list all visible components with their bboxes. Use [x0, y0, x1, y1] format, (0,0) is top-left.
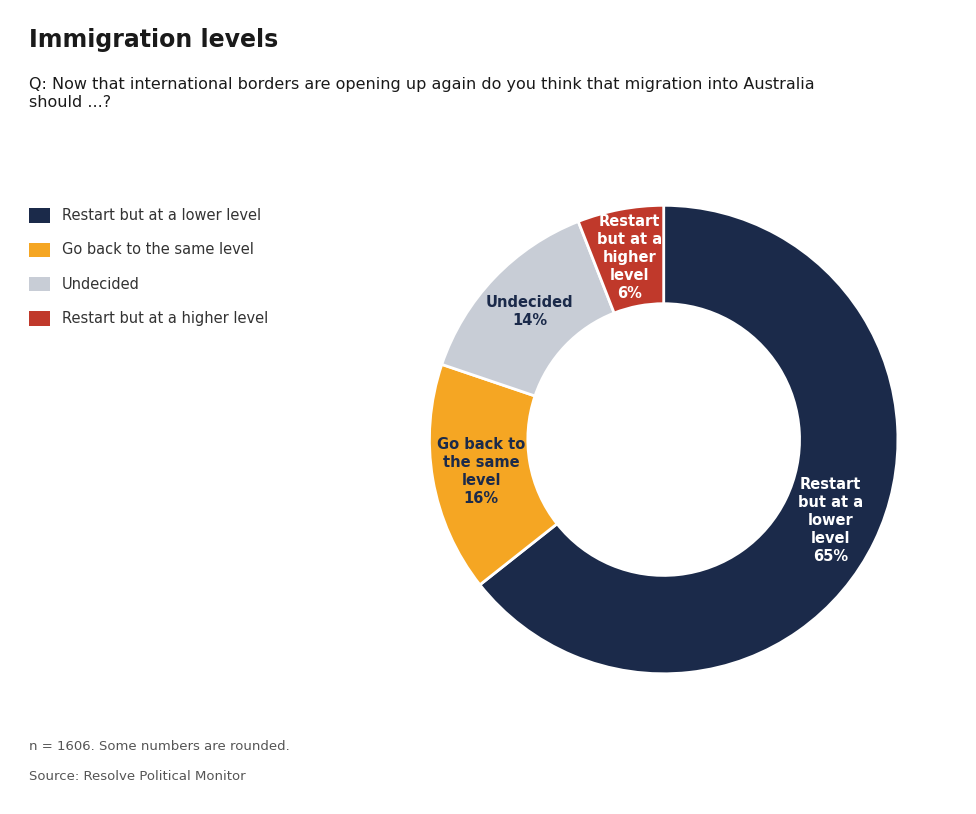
Wedge shape [442, 221, 614, 396]
Wedge shape [480, 205, 898, 674]
Wedge shape [578, 205, 664, 313]
Text: Restart but at a higher level: Restart but at a higher level [62, 311, 268, 326]
Text: Restart but at a lower level: Restart but at a lower level [62, 208, 262, 223]
Wedge shape [429, 365, 557, 584]
Text: n = 1606. Some numbers are rounded.: n = 1606. Some numbers are rounded. [29, 740, 290, 753]
Text: Source: Resolve Political Monitor: Source: Resolve Political Monitor [29, 770, 246, 783]
Text: Undecided: Undecided [62, 277, 140, 291]
Text: Restart
but at a
higher
level
6%: Restart but at a higher level 6% [596, 214, 662, 301]
Text: Go back to
the same
level
16%: Go back to the same level 16% [437, 436, 525, 505]
Text: Immigration levels: Immigration levels [29, 28, 278, 52]
Text: Go back to the same level: Go back to the same level [62, 243, 254, 257]
Text: Undecided
14%: Undecided 14% [486, 295, 574, 328]
Text: Q: Now that international borders are opening up again do you think that migrati: Q: Now that international borders are op… [29, 77, 815, 110]
Text: Restart
but at a
lower
level
65%: Restart but at a lower level 65% [797, 477, 863, 564]
